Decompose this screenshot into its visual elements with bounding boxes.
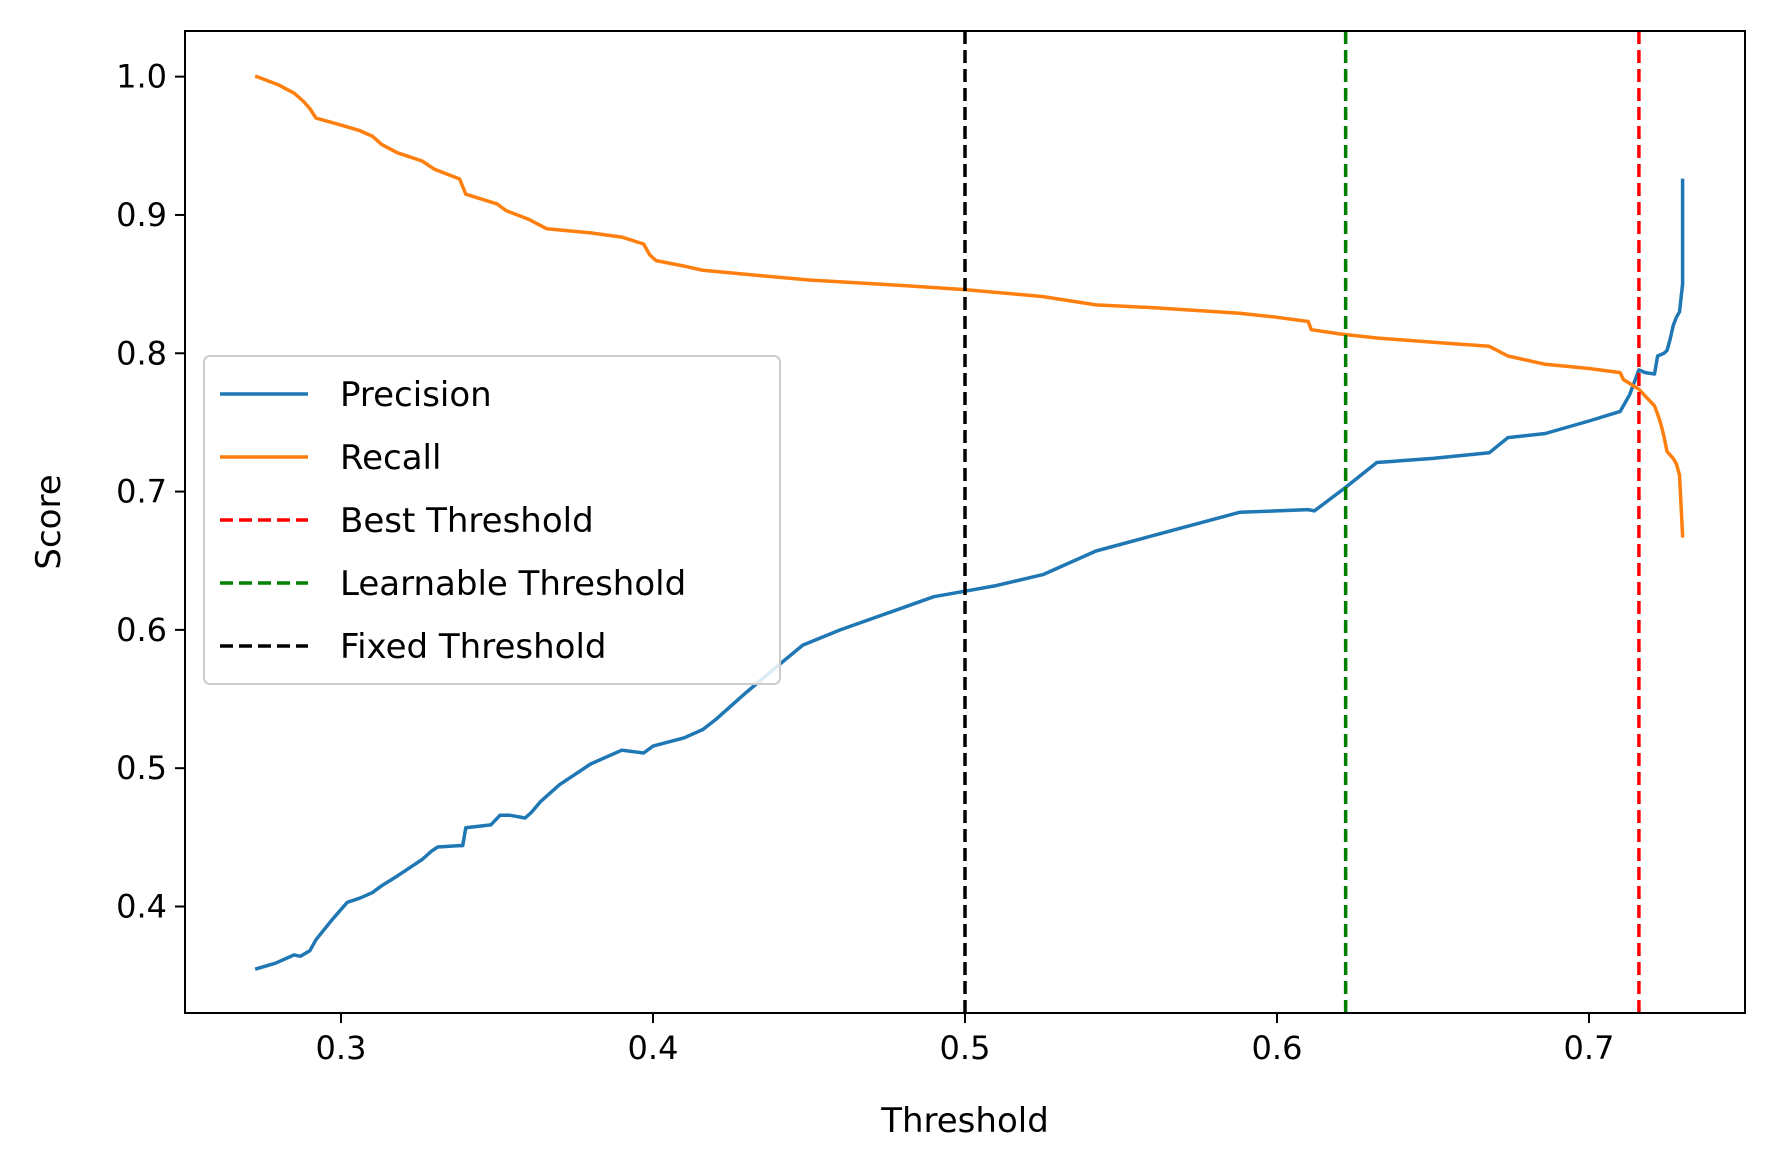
x-tick-label: 0.5 — [940, 1029, 991, 1067]
recall-line — [254, 74, 1685, 538]
legend-box — [203, 355, 781, 685]
x-tick-label: 0.7 — [1564, 1029, 1615, 1067]
legend-label-fixed-threshold: Fixed Threshold — [340, 627, 606, 667]
y-tick-label: 0.8 — [116, 334, 167, 372]
legend-label-best-threshold: Best Threshold — [340, 501, 594, 541]
y-tick-label: 0.4 — [116, 888, 167, 926]
x-tick-label: 0.3 — [316, 1029, 367, 1067]
legend-label-recall: Recall — [340, 438, 441, 478]
y-tick-label: 1.0 — [116, 58, 167, 96]
x-tick-label: 0.6 — [1252, 1029, 1303, 1067]
y-axis-label: Score — [29, 474, 69, 569]
y-tick-label: 0.7 — [116, 473, 167, 511]
x-tick-label: 0.4 — [628, 1029, 679, 1067]
x-axis-label: Threshold — [880, 1101, 1049, 1141]
legend: Precision Recall Best Threshold Learnable T… — [203, 355, 781, 685]
legend-label-precision: Precision — [340, 375, 492, 415]
y-axis-ticks: 0.4 0.5 0.6 0.7 0.8 0.9 1.0 — [116, 58, 185, 926]
legend-label-learnable-threshold: Learnable Threshold — [340, 564, 686, 604]
y-tick-label: 0.9 — [116, 196, 167, 234]
y-tick-label: 0.6 — [116, 611, 167, 649]
x-axis-ticks: 0.3 0.4 0.5 0.6 0.7 — [316, 1013, 1615, 1067]
y-tick-label: 0.5 — [116, 749, 167, 787]
